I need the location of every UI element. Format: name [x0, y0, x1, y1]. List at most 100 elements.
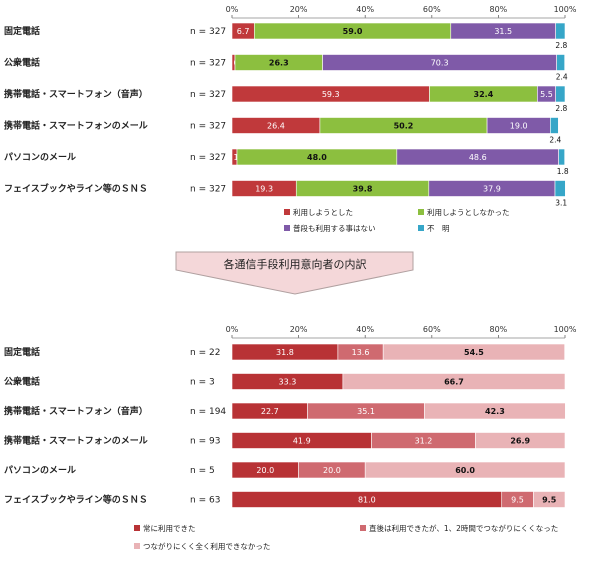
transition-arrow: 各通信手段利用意向者の内訳: [175, 251, 414, 295]
data-label: 3.1: [555, 199, 567, 208]
data-label: 2.4: [556, 73, 568, 82]
tick-label: 20%: [290, 5, 308, 14]
n-label: n = 93: [190, 437, 220, 447]
data-label: 31.5: [494, 27, 512, 36]
data-label: 13.6: [352, 348, 370, 357]
bar-segment: [382, 343, 565, 361]
data-label: 48.6: [469, 153, 487, 162]
n-label: n = 194: [190, 407, 226, 417]
data-label: 35.1: [357, 407, 375, 416]
tick-label: 20%: [290, 325, 308, 334]
tick-label: 40%: [356, 325, 374, 334]
data-label: 2.8: [555, 104, 567, 113]
n-label: n = 327: [190, 59, 226, 69]
data-label: 19.0: [510, 122, 528, 131]
n-label: n = 5: [190, 466, 215, 476]
n-label: n = 327: [190, 153, 226, 163]
category-label: 公衆電話: [4, 57, 40, 69]
n-label: n = 63: [190, 496, 220, 506]
category-label: 携帯電話・スマートフォン（音声）: [4, 405, 148, 417]
data-label: 70.3: [431, 59, 449, 68]
n-label: n = 22: [190, 348, 220, 358]
tick-label: 40%: [356, 5, 374, 14]
n-label: n = 327: [190, 185, 226, 195]
bar-segment: [556, 54, 565, 71]
data-label: 6.7: [237, 27, 250, 36]
data-label: 60.0: [455, 466, 475, 475]
data-label: 31.8: [276, 348, 294, 357]
data-label: 37.9: [483, 185, 501, 194]
tick-label: 80%: [490, 5, 508, 14]
tick-label: 0%: [226, 5, 239, 14]
legend-label: つながりにくく全く利用できなかった: [143, 541, 270, 551]
data-label: 1.8: [557, 167, 569, 176]
category-label: 携帯電話・スマートフォン（音声）: [4, 88, 148, 100]
data-label: 20.0: [256, 466, 274, 475]
legend-swatch: [418, 225, 424, 231]
bar-segment: [342, 373, 566, 390]
legend-label: 利用しようとしなかった: [427, 207, 510, 217]
legend-swatch: [284, 225, 290, 231]
data-label: 32.4: [474, 90, 494, 99]
n-label: n = 327: [190, 27, 226, 37]
data-label: 66.7: [444, 378, 464, 387]
data-label: 22.7: [261, 407, 279, 416]
arrow-shape: [175, 251, 414, 295]
tick-label: 80%: [490, 325, 508, 334]
legend-label: 普段も利用する事はない: [293, 223, 376, 233]
chart-top: 0% 20% 40% 60% 80% 100% 固定電話 n = 327 6.7 59.0 31.5…: [4, 5, 577, 208]
data-label: 81.0: [358, 496, 376, 505]
category-label: 固定電話: [4, 25, 40, 37]
legend-swatch: [134, 543, 140, 549]
data-label: 2.8: [555, 41, 567, 50]
arrow-label: 各通信手段利用意向者の内訳: [224, 257, 367, 271]
data-label: 54.5: [464, 348, 484, 357]
data-label: 20.0: [323, 466, 341, 475]
category-label: フェイスブックやライン等のＳＮＳ: [4, 183, 148, 195]
n-label: n = 3: [190, 378, 215, 388]
data-label: 26.3: [269, 59, 289, 68]
category-label: 携帯電話・スマートフォンのメール: [4, 435, 148, 447]
data-label: 26.9: [510, 437, 530, 446]
chart-bottom: 0% 20% 40% 60% 80% 100% 固定電話 n = 22 31.8 13.6 54.5…: [4, 325, 577, 508]
data-label: 39.8: [353, 185, 373, 194]
category-label: フェイスブックやライン等のＳＮＳ: [4, 494, 148, 506]
bar-segment: [555, 85, 566, 103]
tick-label: 100%: [554, 5, 577, 14]
legend-label: 常に利用できた: [143, 523, 196, 533]
legend-label: 利用しようとした: [293, 207, 353, 217]
data-label: 9.5: [542, 496, 557, 505]
bar-segment: [558, 148, 565, 166]
legend-swatch: [284, 209, 290, 215]
data-label: 59.0: [343, 27, 363, 36]
category-label: パソコンのメール: [4, 151, 76, 163]
data-label: 9.5: [511, 496, 524, 505]
n-label: n = 327: [190, 122, 226, 132]
category-label: 公衆電話: [4, 376, 40, 388]
data-label: 33.3: [279, 378, 297, 387]
tick-label: 0%: [226, 325, 239, 334]
bar-segment: [550, 117, 559, 134]
tick-label: 60%: [423, 325, 441, 334]
tick-label: 60%: [423, 5, 441, 14]
category-label: 携帯電話・スマートフォンのメール: [4, 120, 148, 132]
data-label: 31.2: [415, 437, 433, 446]
n-label: n = 327: [190, 90, 226, 100]
legend-bottom: 常に利用できた 直後は利用できたが、1、2時間でつながりにくくなったつながりにくく…: [134, 523, 558, 551]
bar-segment: [533, 491, 566, 508]
tick-label: 100%: [554, 325, 577, 334]
data-label: 5.5: [540, 90, 553, 99]
category-label: 固定電話: [4, 346, 40, 358]
category-label: パソコンのメール: [4, 464, 76, 476]
bar-segment: [364, 461, 566, 479]
bar-segment: [475, 432, 566, 449]
legend-swatch: [134, 525, 140, 531]
legend-label: 不 明: [427, 224, 450, 233]
bar-segment: [554, 180, 566, 197]
bar-segment: [555, 22, 566, 40]
legend-label: 直後は利用できたが、1、2時間でつながりにくくなった: [369, 523, 558, 533]
legend-swatch: [360, 525, 366, 531]
legend-swatch: [418, 209, 424, 215]
